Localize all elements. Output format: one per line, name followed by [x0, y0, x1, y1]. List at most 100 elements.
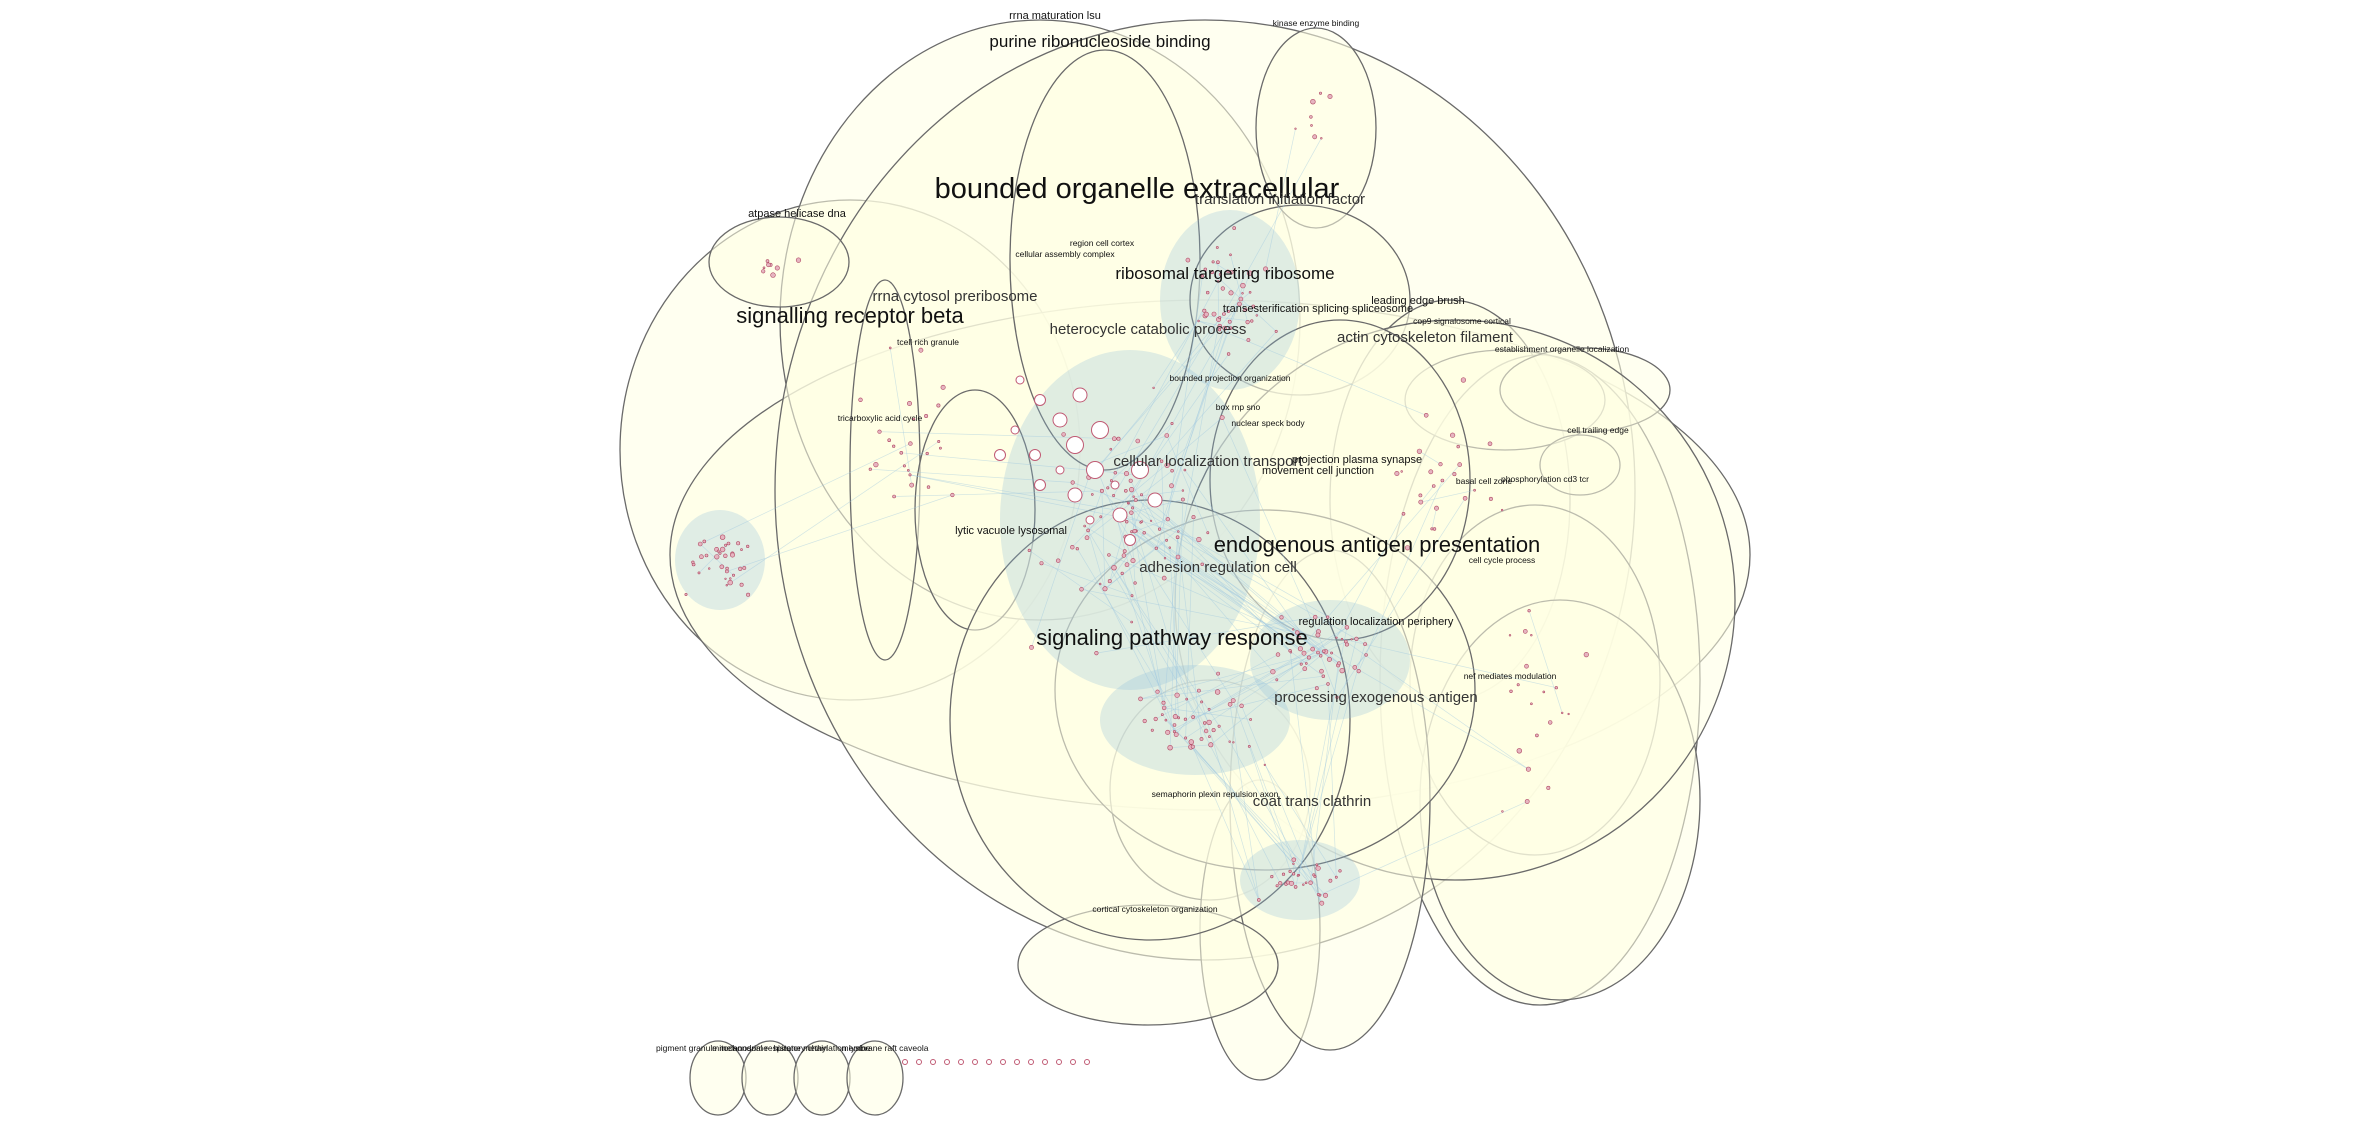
network-node — [1110, 479, 1113, 483]
network-node — [1206, 719, 1212, 726]
network-node — [892, 444, 896, 448]
network-node — [1327, 94, 1333, 100]
network-node — [1238, 296, 1244, 302]
network-edge — [1184, 469, 1313, 650]
network-node — [1337, 661, 1341, 666]
network-edge — [1121, 573, 1175, 732]
network-edge — [1265, 128, 1296, 270]
network-node — [1323, 892, 1329, 898]
network-node — [1211, 311, 1217, 317]
network-node — [1121, 553, 1127, 558]
network-node — [1263, 266, 1269, 272]
network-node — [1315, 863, 1319, 867]
network-node — [1130, 620, 1133, 624]
network-node — [1116, 436, 1121, 441]
network-edge — [1241, 705, 1323, 904]
network-node — [1140, 520, 1144, 523]
network-edge — [1198, 320, 1427, 416]
network-node — [1554, 686, 1558, 690]
network-node — [1274, 329, 1278, 333]
network-node — [1222, 325, 1227, 331]
network-node — [1203, 728, 1209, 734]
network-node — [1131, 506, 1135, 510]
network-node — [718, 551, 722, 555]
network-node — [795, 257, 802, 263]
network-node — [908, 473, 912, 477]
network-node — [1326, 682, 1330, 686]
edge-cloud — [1100, 665, 1290, 775]
network-node — [1364, 653, 1368, 657]
network-node — [1165, 538, 1169, 542]
network-node — [1142, 718, 1147, 724]
hub-node — [1067, 487, 1083, 503]
network-node — [1222, 312, 1226, 316]
network-node — [704, 553, 709, 558]
network-node — [1275, 884, 1279, 888]
network-edge — [1140, 675, 1324, 700]
network-node — [1161, 700, 1166, 705]
network-node — [868, 467, 872, 471]
network-node — [1185, 257, 1191, 263]
network-edge — [1193, 683, 1329, 718]
network-node — [1340, 637, 1344, 641]
cluster-label: bounded projection organization — [1170, 373, 1291, 383]
network-edge — [726, 494, 953, 572]
network-node — [1128, 478, 1133, 483]
network-node — [1173, 732, 1179, 737]
network-edge — [1167, 518, 1339, 666]
network-node — [1175, 535, 1180, 540]
network-node — [1132, 528, 1137, 534]
network-node — [1428, 469, 1434, 475]
network-node — [1091, 493, 1094, 496]
network-node — [1226, 309, 1230, 313]
cluster-label: atpase helicase dna — [748, 208, 847, 220]
network-node — [1155, 689, 1160, 694]
network-node — [1124, 471, 1130, 477]
network-node — [1404, 545, 1411, 551]
network-node — [1326, 656, 1332, 662]
network-node — [1190, 744, 1195, 749]
network-edge — [1109, 532, 1145, 582]
network-edge — [1161, 461, 1166, 559]
network-node — [1320, 137, 1323, 140]
network-node — [1124, 488, 1128, 493]
network-node — [1112, 436, 1117, 442]
cluster-outline — [846, 1040, 904, 1116]
network-node — [1197, 319, 1200, 323]
network-node — [1312, 134, 1318, 140]
network-node — [1339, 667, 1345, 674]
network-node — [1344, 625, 1350, 630]
network-edge — [1354, 654, 1367, 668]
singleton-node — [986, 1059, 992, 1065]
network-node — [1247, 270, 1253, 276]
cluster-label: establishment organelle localization — [1495, 344, 1629, 354]
network-node — [1319, 91, 1323, 95]
network-node — [1322, 649, 1326, 653]
network-edge — [1354, 667, 1529, 770]
cluster-label: adhesion regulation cell — [1139, 559, 1297, 576]
network-node — [1168, 546, 1172, 549]
network-node — [1487, 441, 1493, 447]
network-node — [1094, 650, 1099, 656]
network-node — [1219, 415, 1225, 420]
network-edge — [889, 347, 913, 486]
network-node — [1308, 880, 1313, 885]
cluster-label: pigment granule melanosome — [656, 1043, 768, 1053]
network-node — [1167, 744, 1173, 751]
network-node — [1275, 678, 1279, 682]
network-edge — [1177, 556, 1310, 658]
network-node — [1172, 723, 1177, 727]
network-node — [1432, 527, 1437, 531]
network-edge — [1166, 435, 1209, 533]
network-edge — [1167, 275, 1203, 520]
network-edge — [1072, 482, 1129, 504]
network-node — [1202, 721, 1207, 725]
network-node — [1240, 282, 1246, 289]
network-edge — [1115, 514, 1234, 701]
network-node — [1473, 488, 1476, 492]
network-node — [1316, 892, 1320, 896]
network-node — [731, 573, 735, 577]
network-node — [1296, 873, 1300, 877]
network-node — [1181, 489, 1185, 492]
network-node — [1462, 495, 1468, 501]
